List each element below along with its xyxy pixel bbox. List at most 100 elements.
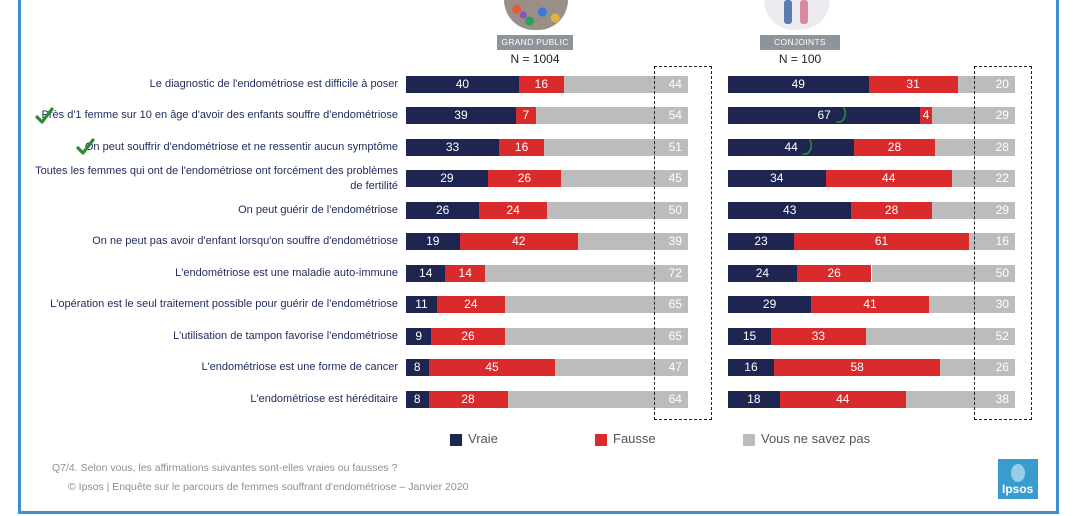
bar-conjoints-vraie-row-10: 16 xyxy=(728,359,774,376)
data-label: 18 xyxy=(747,391,761,406)
data-label: 28 xyxy=(995,139,1009,154)
data-label: 8 xyxy=(413,360,421,374)
data-label: 42 xyxy=(512,234,526,248)
bar-grand-public-fausse-row-4: 26 xyxy=(487,170,562,187)
bar-grand-public-nsp-row-7: 72 xyxy=(484,264,688,282)
bar-conjoints-vraie-row-11: 18 xyxy=(728,390,780,408)
data-label: 16 xyxy=(514,139,529,154)
data-label: 65 xyxy=(668,328,682,343)
data-label: 39 xyxy=(454,108,468,122)
data-label: 38 xyxy=(995,391,1009,406)
bar-conjoints-fausse-row-3: 28 xyxy=(854,138,935,156)
bar-grand-public-vraie-row-11: 8 xyxy=(406,390,429,408)
bar-grand-public-vraie-row-2: 39 xyxy=(406,107,516,124)
bar-conjoints-nsp-row-8: 30 xyxy=(928,296,1015,313)
bar-grand-public-nsp-row-4: 45 xyxy=(561,170,688,187)
data-label: 52 xyxy=(995,328,1009,343)
row-label-9: L'utilisation de tampon favorise l'endom… xyxy=(173,329,398,342)
bar-grand-public-fausse-row-3: 16 xyxy=(499,138,545,156)
data-label: 39 xyxy=(668,234,682,248)
data-label: 64 xyxy=(668,391,682,406)
data-label: 9 xyxy=(415,328,423,343)
source-footnote: © Ipsos | Enquête sur le parcours de fem… xyxy=(68,481,469,493)
handdrawn-tick-icon xyxy=(802,139,813,155)
data-label: 28 xyxy=(884,202,899,217)
data-label: 24 xyxy=(506,202,520,217)
bar-conjoints-vraie-row-5: 43 xyxy=(728,201,852,219)
bar-grand-public-vraie-row-9: 9 xyxy=(406,327,432,345)
row-label-3: On peut souffrir d'endométriose et ne re… xyxy=(84,140,398,153)
bar-grand-public-fausse-row-10: 45 xyxy=(428,359,556,376)
bar-conjoints-vraie-row-2: 67 xyxy=(728,107,921,124)
data-label: 34 xyxy=(770,171,784,185)
question-footnote: Q7/4. Selon vous, les affirmations suiva… xyxy=(52,462,398,474)
data-label: 44 xyxy=(668,76,682,91)
data-label: 24 xyxy=(755,265,770,280)
data-label: 50 xyxy=(995,265,1009,280)
bar-grand-public-fausse-row-1: 16 xyxy=(518,75,564,93)
data-label: 23 xyxy=(754,234,768,248)
bar-grand-public-fausse-row-5: 24 xyxy=(479,201,547,219)
couple-illustration xyxy=(764,0,830,30)
nsp-highlight-box-conjoints xyxy=(974,66,1032,420)
data-label: 20 xyxy=(995,76,1009,91)
bar-conjoints-nsp-row-9: 52 xyxy=(865,327,1015,345)
bar-grand-public-vraie-row-4: 29 xyxy=(406,170,488,187)
data-label: 26 xyxy=(995,360,1009,374)
row-label-8: L'opération est le seul traitement possi… xyxy=(50,298,398,310)
bar-grand-public-nsp-row-1: 44 xyxy=(563,75,688,93)
nsp-highlight-box-grand-public xyxy=(654,66,712,420)
bar-grand-public-nsp-row-11: 64 xyxy=(507,390,688,408)
bar-conjoints-fausse-row-9: 33 xyxy=(771,327,866,345)
data-label: 44 xyxy=(836,391,850,406)
row-label-2: Près d'1 femme sur 10 en âge d'avoir des… xyxy=(41,109,398,121)
bar-grand-public-vraie-row-7: 14 xyxy=(406,264,446,282)
bar-conjoints-nsp-row-5: 29 xyxy=(931,201,1015,219)
bar-conjoints-nsp-row-11: 38 xyxy=(905,390,1015,408)
crowd-illustration xyxy=(504,0,568,30)
frame-right-border xyxy=(1056,0,1059,514)
bar-conjoints-vraie-row-8: 29 xyxy=(728,296,812,313)
person-icon xyxy=(800,0,808,24)
data-label: 26 xyxy=(827,265,841,280)
data-label: 29 xyxy=(995,202,1009,217)
person-icon xyxy=(784,0,792,24)
legend-swatch-nsp xyxy=(743,434,755,446)
bar-conjoints-nsp-row-2: 29 xyxy=(931,107,1015,124)
data-label: 31 xyxy=(906,76,920,91)
data-label: 26 xyxy=(435,202,450,217)
data-label: 26 xyxy=(517,171,532,185)
data-label: 14 xyxy=(419,265,433,280)
data-label: 43 xyxy=(783,202,797,217)
bar-grand-public-vraie-row-8: 11 xyxy=(406,296,438,313)
bar-conjoints-fausse-row-7: 26 xyxy=(796,264,872,282)
data-label: 72 xyxy=(668,265,682,280)
bar-grand-public-fausse-row-6: 42 xyxy=(459,233,579,250)
data-label: 29 xyxy=(440,171,454,185)
bar-conjoints-vraie-row-4: 34 xyxy=(728,170,826,187)
data-label: 49 xyxy=(791,76,805,91)
data-label: 33 xyxy=(811,328,826,343)
bar-grand-public-vraie-row-1: 40 xyxy=(406,75,519,93)
bar-conjoints-nsp-row-10: 26 xyxy=(940,359,1015,376)
data-label: 41 xyxy=(863,297,877,311)
bar-conjoints-fausse-row-10: 58 xyxy=(773,359,941,376)
bar-conjoints-fausse-row-6: 61 xyxy=(794,233,970,250)
data-label: 8 xyxy=(413,391,421,406)
legend-label-fausse: Fausse xyxy=(613,431,656,446)
data-label: 33 xyxy=(445,139,460,154)
row-label-6: On ne peut pas avoir d'enfant lorsqu'on … xyxy=(92,235,398,247)
bar-grand-public-fausse-row-8: 24 xyxy=(437,296,505,313)
data-label: 22 xyxy=(995,171,1009,185)
bar-conjoints-vraie-row-1: 49 xyxy=(728,75,869,93)
group-n-conjoints: N = 100 xyxy=(778,52,822,66)
bar-grand-public-nsp-row-8: 65 xyxy=(504,296,688,313)
bar-grand-public-nsp-row-6: 39 xyxy=(578,233,688,250)
bar-conjoints-nsp-row-6: 16 xyxy=(969,233,1015,250)
group-n-grand-public: N = 1004 xyxy=(510,52,560,66)
bar-conjoints-fausse-row-2: 4 xyxy=(920,107,932,124)
bar-conjoints-fausse-row-8: 41 xyxy=(811,296,929,313)
bar-grand-public-vraie-row-5: 26 xyxy=(406,201,480,219)
bar-grand-public-vraie-row-3: 33 xyxy=(406,138,500,156)
logo-text: Ipsos xyxy=(1002,482,1034,496)
